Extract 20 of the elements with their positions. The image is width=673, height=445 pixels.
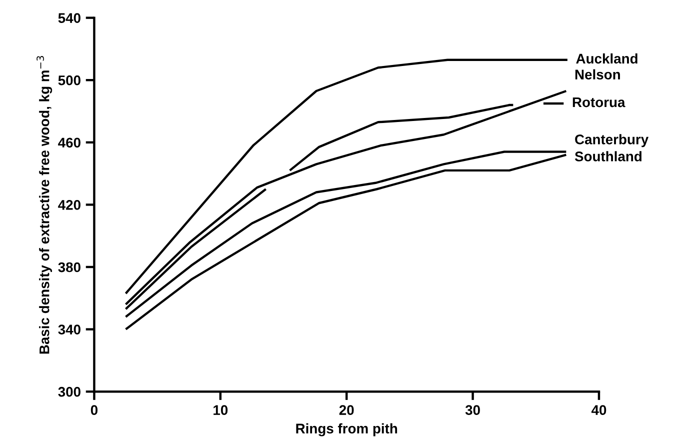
y-tick-label: 380 xyxy=(58,262,80,272)
series-label: Auckland xyxy=(576,53,638,64)
x-tick-label: 40 xyxy=(591,405,606,415)
x-tick-label: 30 xyxy=(465,405,480,416)
series-label: Canterbury xyxy=(575,134,649,148)
x-axis-title: Rings from pith xyxy=(296,423,398,436)
line-series xyxy=(124,58,569,295)
y-tick-label: 460 xyxy=(58,138,80,148)
y-tick-label: 340 xyxy=(58,324,80,334)
x-tick-label: 10 xyxy=(214,405,228,415)
series-label: Southland xyxy=(574,151,642,162)
x-tick-label: 0 xyxy=(90,405,98,415)
y-tick-label: 500 xyxy=(58,75,80,86)
y-tick-label: 540 xyxy=(58,13,80,23)
y-tick-label: 300 xyxy=(58,386,80,397)
y-axis-title: Basic density of extractive free wood, kg m$^{−3}$ xyxy=(36,56,52,354)
series-label: Nelson xyxy=(575,69,620,80)
series-label: Rotorua xyxy=(572,98,626,108)
x-tick-label: 20 xyxy=(339,405,354,415)
y-tick-label: 420 xyxy=(58,200,80,210)
